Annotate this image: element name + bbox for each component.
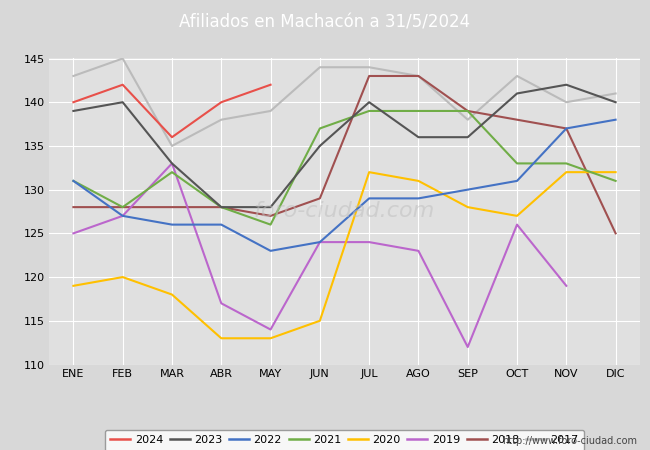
Text: foro-ciudad.com: foro-ciudad.com xyxy=(254,202,435,221)
Text: http://www.foro-ciudad.com: http://www.foro-ciudad.com xyxy=(502,436,637,446)
Text: Afiliados en Machacón a 31/5/2024: Afiliados en Machacón a 31/5/2024 xyxy=(179,14,471,32)
Legend: 2024, 2023, 2022, 2021, 2020, 2019, 2018, 2017: 2024, 2023, 2022, 2021, 2020, 2019, 2018… xyxy=(105,430,584,450)
